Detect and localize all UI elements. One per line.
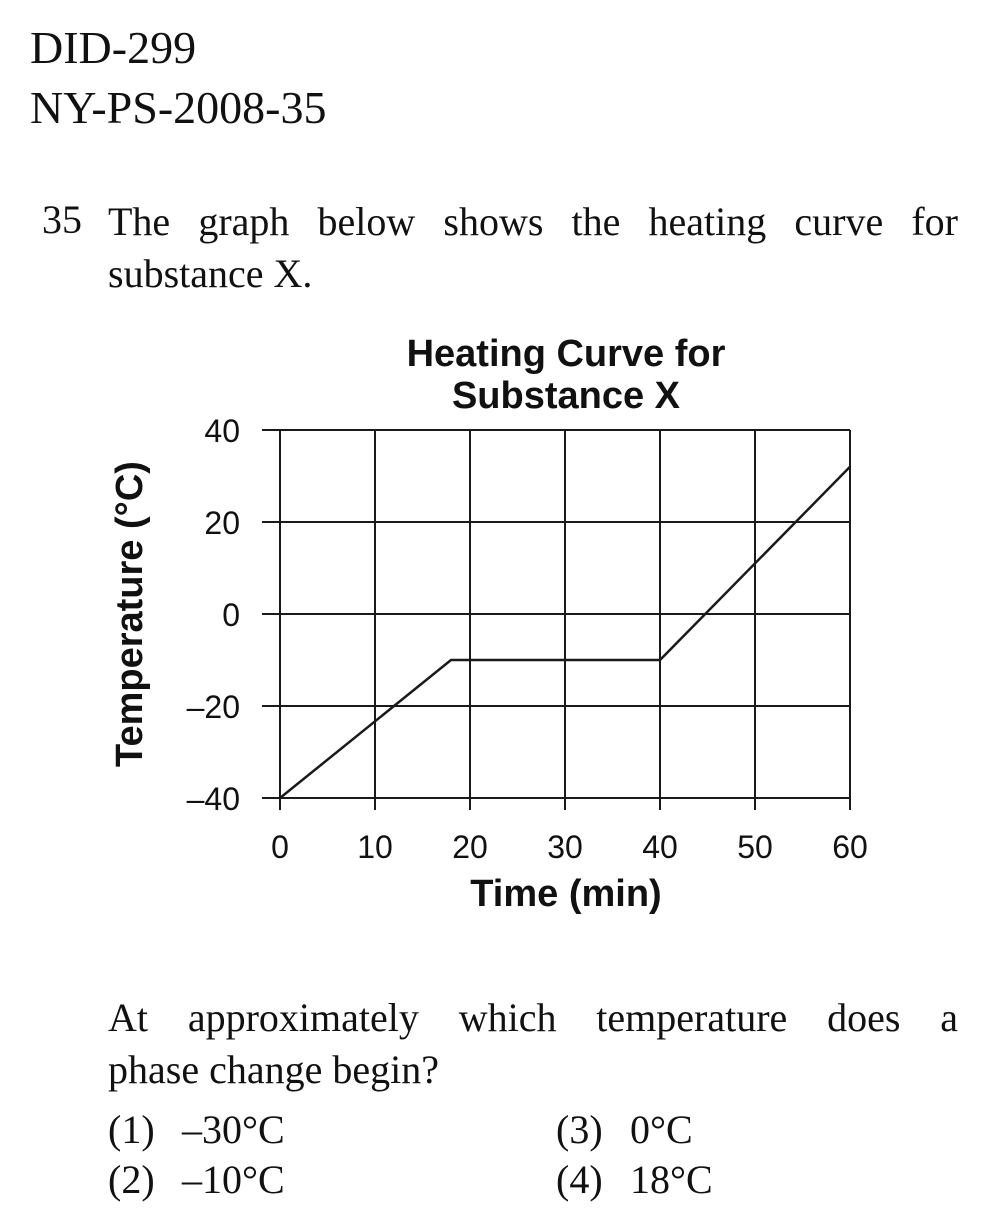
answer-choice-2[interactable]: (2) –10°C [108,1156,285,1204]
answer-choice-number: (3) [556,1107,603,1152]
answer-choice-1[interactable]: (1) –30°C [108,1106,285,1154]
answer-choice-text: 18°C [630,1157,713,1202]
question-stem-line-1: The graph below shows the heating curve … [108,199,958,244]
chart-title-line-1: Heating Curve for [407,333,726,375]
answer-choice-number: (2) [108,1157,155,1202]
x-tick-label: 50 [737,829,773,865]
y-tick-label: 20 [204,505,240,541]
chart-series [279,465,851,799]
x-tick-label: 20 [452,829,488,865]
y-tick-label: –20 [187,689,240,725]
chart-grid [262,429,851,810]
x-tick-label: 60 [832,829,868,865]
x-tick-label: 30 [547,829,583,865]
question-prompt: At approximately which temperature does … [108,992,958,1096]
chart-title: Heating Curve for Substance X [407,333,726,417]
question-prompt-line-1: At approximately which temperature does … [108,995,958,1040]
answer-choice-4[interactable]: (4) 18°C [556,1156,713,1204]
answer-choice-text: –30°C [182,1107,285,1152]
question-stem: The graph below shows the heating curve … [108,196,958,300]
document-id: DID-299 [30,22,197,73]
x-tick-label: 10 [357,829,393,865]
answer-choice-3[interactable]: (3) 0°C [556,1106,693,1154]
question-prompt-line-2: phase change begin? [108,1047,439,1092]
x-axis-tick-labels: 0 10 20 30 40 50 60 [271,829,868,865]
y-axis-label: Temperature (°C) [109,461,151,767]
answer-choice-number: (4) [556,1157,603,1202]
answer-choice-text: 0°C [630,1107,693,1152]
heating-curve-chart: Heating Curve for Substance X 40 20 0 –20 –4… [109,333,868,915]
x-axis-label: Time (min) [470,873,661,915]
heating-curve-line [279,465,851,799]
question-stem-line-2: substance X. [108,251,313,296]
y-tick-label: –40 [187,781,240,817]
question-number: 35 [42,197,82,242]
answer-choice-number: (1) [108,1107,155,1152]
x-tick-label: 40 [642,829,678,865]
y-tick-label: 0 [222,597,240,633]
chart-title-line-2: Substance X [452,375,681,417]
y-tick-label: 40 [204,413,240,449]
answer-choice-text: –10°C [182,1157,285,1202]
x-tick-label: 0 [271,829,289,865]
question-source-id: NY-PS-2008-35 [30,82,327,133]
y-axis-tick-labels: 40 20 0 –20 –40 [187,413,240,817]
